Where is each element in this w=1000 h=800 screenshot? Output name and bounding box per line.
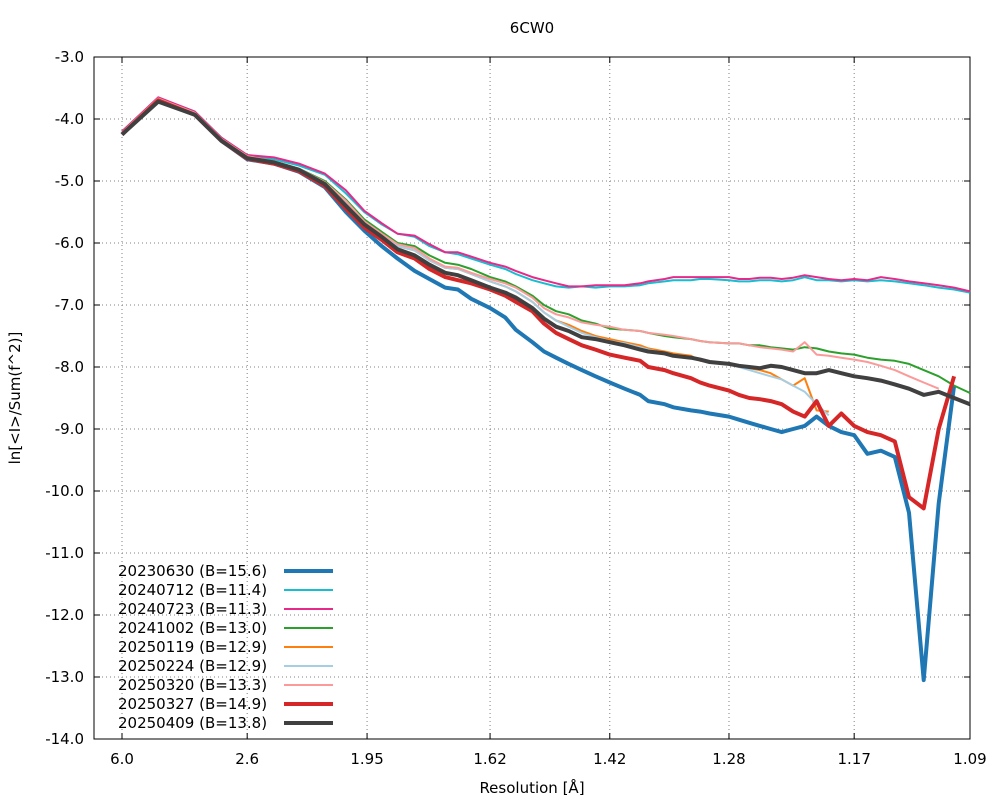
plot-frame bbox=[93, 56, 971, 740]
y-tick-label: -4.0 bbox=[55, 110, 84, 128]
series-line-20250327 bbox=[120, 98, 957, 511]
legend-label: 20250320 (B=13.3) bbox=[118, 676, 267, 694]
legend-label: 20250224 (B=12.9) bbox=[118, 657, 267, 675]
y-tick-label: -7.0 bbox=[55, 296, 84, 314]
series-line-20240712 bbox=[121, 96, 971, 294]
series-line-20250409 bbox=[120, 99, 971, 407]
series-line-20230630 bbox=[120, 97, 957, 683]
x-axis-title: Resolution [Å] bbox=[479, 778, 584, 797]
series-lines bbox=[120, 96, 971, 683]
legend-label: 20230630 (B=15.6) bbox=[118, 562, 267, 580]
x-tick-label: 1.09 bbox=[953, 750, 986, 768]
y-tick-label: -12.0 bbox=[45, 606, 84, 624]
series-line-20250320 bbox=[121, 97, 940, 390]
legend-label: 20240723 (B=11.3) bbox=[118, 600, 267, 618]
y-tick-label: -11.0 bbox=[45, 544, 84, 562]
y-tick-label: -6.0 bbox=[55, 234, 84, 252]
legend-label: 20250119 (B=12.9) bbox=[118, 638, 267, 656]
y-tick-label: -10.0 bbox=[45, 482, 84, 500]
y-tick-label: -14.0 bbox=[45, 730, 84, 748]
chart-title: 6CW0 bbox=[510, 19, 554, 37]
axis-ticks: 6.0 2.6 1.95 1.62 1.42 1.28 1.17 1.09 -3.0 -4.0 -5… bbox=[45, 48, 987, 768]
y-tick-label: -8.0 bbox=[55, 358, 84, 376]
x-tick-label: 1.95 bbox=[350, 750, 383, 768]
legend-label: 20241002 (B=13.0) bbox=[118, 619, 267, 637]
legend: 20230630 (B=15.6)20240712 (B=11.4)202407… bbox=[118, 562, 333, 732]
x-tick-label: 2.6 bbox=[235, 750, 259, 768]
legend-label: 20250409 (B=13.8) bbox=[118, 714, 267, 732]
x-tick-label: 1.42 bbox=[593, 750, 626, 768]
x-tick-label: 1.17 bbox=[837, 750, 870, 768]
x-tick-label: 6.0 bbox=[110, 750, 134, 768]
y-axis-title: ln[<I>/Sum(f^2)] bbox=[6, 332, 24, 465]
series-line-20240723 bbox=[121, 96, 971, 293]
series-line-20241002 bbox=[121, 97, 971, 394]
y-tick-label: -9.0 bbox=[55, 420, 84, 438]
x-tick-label: 1.28 bbox=[712, 750, 745, 768]
legend-label: 20250327 (B=14.9) bbox=[118, 695, 267, 713]
legend-label: 20240712 (B=11.4) bbox=[118, 581, 267, 599]
y-tick-label: -13.0 bbox=[45, 668, 84, 686]
y-tick-label: -3.0 bbox=[55, 48, 84, 66]
x-tick-label: 1.62 bbox=[473, 750, 506, 768]
y-tick-label: -5.0 bbox=[55, 172, 84, 190]
